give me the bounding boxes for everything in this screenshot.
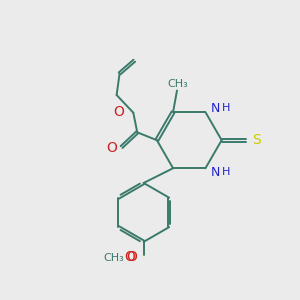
Text: O: O [114,105,124,119]
Text: N: N [211,166,220,179]
Text: CH₃: CH₃ [168,79,188,89]
Text: O: O [124,250,135,264]
Text: CH₃: CH₃ [104,253,124,262]
Text: H: H [222,167,230,177]
Text: H: H [222,103,230,113]
Text: S: S [252,133,261,147]
Text: O: O [106,141,117,155]
Text: O: O [126,250,137,264]
Text: N: N [211,102,220,115]
